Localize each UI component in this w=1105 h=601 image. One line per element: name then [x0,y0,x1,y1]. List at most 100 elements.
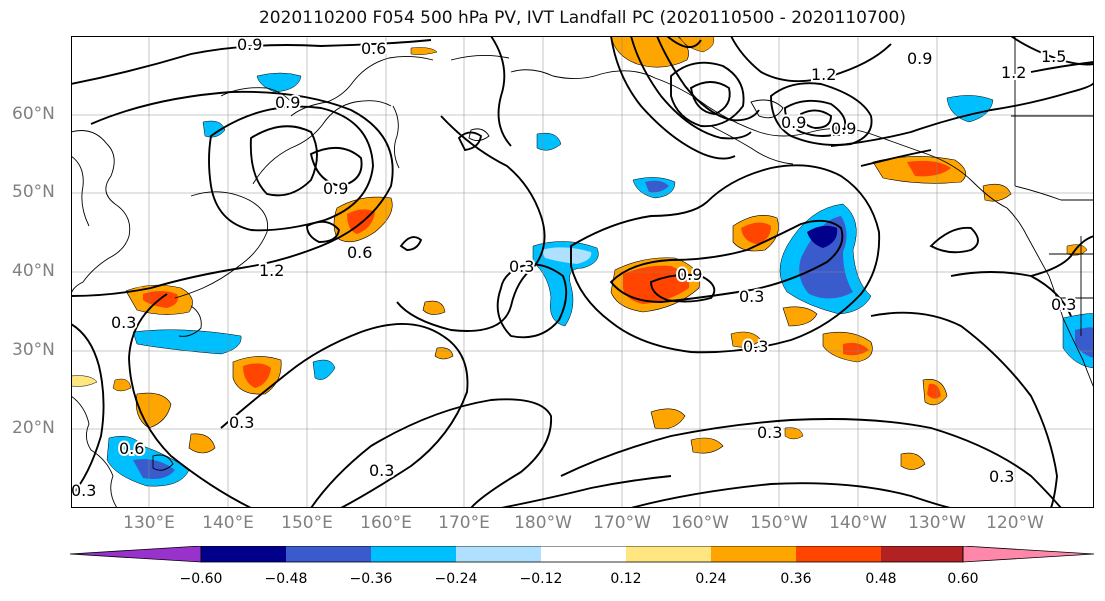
shade-neg-45n-215e-mid [799,216,853,299]
coastlines [71,36,1094,508]
contour-label-0-6: 0.6 [347,243,372,262]
lon-label-170w: 170°W [593,513,651,533]
shade-pos-30n-207e [730,331,762,348]
gridlines [71,36,1094,508]
shade-pos-24n-225e-core [927,383,941,399]
colorbar-segment-5 [541,546,626,562]
colorbar-tick-neg-036: −0.36 [349,571,393,587]
contour-label-0-9: 0.9 [275,93,300,112]
shade-pos-17n-210e [784,427,804,440]
shade-neg-okhotsk [256,72,302,93]
lat-label-30n: 30°N [12,340,55,360]
contour-label-0-3: 0.3 [71,481,96,500]
colorbar-tick-012: 0.12 [610,571,642,587]
contour-label-1-2: 1.2 [811,65,836,84]
contour-label-0-9: 0.9 [781,113,806,132]
colorbar-segment-6 [626,546,711,562]
contour-label-0-3: 0.3 [111,313,136,332]
shade-pos-52n-230e-core [907,160,951,177]
shade-pos-15n-222e [900,452,926,470]
colorbar-tick-048: 0.48 [865,571,897,587]
map-panel: 0.9 0.6 0.9 0.9 1.2 0.9 1.5 1.2 1.2 1.5 … [71,36,1094,508]
contour-label-0-3: 0.3 [1051,295,1076,314]
shade-neg-kamchatka [202,120,226,138]
contour-label-0-9: 0.9 [323,179,348,198]
colorbar-segment-1 [201,546,286,562]
colorbar-tick-neg-012: −0.12 [519,571,563,587]
shade-pos-26n-168e [434,347,454,360]
lon-label-150e: 150°E [281,513,333,533]
colorbar [70,546,1095,563]
colorbar-segment-3 [371,546,456,562]
colorbar-segment-8 [796,546,881,562]
lat-label-60n: 60°N [12,104,55,124]
contour-label-1-2: 1.2 [259,261,284,280]
contour-label-0-9: 0.9 [831,119,856,138]
lon-label-140w: 140°W [829,513,887,533]
map-canvas: 0.9 0.6 0.9 0.9 1.2 0.9 1.5 1.2 1.2 1.5 … [71,36,1094,508]
shade-pos-22n-132e [135,392,172,429]
shade-pos-68n-190e [610,36,689,68]
contour-label-0-3: 0.3 [229,413,254,432]
shade-pos-17n-202e [690,437,724,454]
contour-label-0-6: 0.6 [119,439,144,458]
pv-contours [71,36,1094,508]
shading-layer [71,36,1094,487]
colorbar-tick-060: 0.60 [947,571,979,587]
colorbar-tick-neg-024: −0.24 [434,571,478,587]
contour-label-1-2: 1.2 [1001,63,1026,82]
colorbar-tick-neg-048: −0.48 [264,571,308,587]
lon-label-140e: 140°E [202,513,254,533]
shade-pos-20n-193e [650,408,686,430]
lon-label-160e: 160°E [360,513,412,533]
colorbar-segment-4 [456,546,541,562]
contour-label-0-3: 0.3 [739,287,764,306]
shade-neg-45n-215e-core [807,225,838,248]
contour-label-0-3: 0.3 [509,257,534,276]
contour-label-0-3: 0.3 [369,461,394,480]
contour-label-1-5: 1.5 [1041,47,1066,66]
colorbar-segment-7 [711,546,796,562]
map-title: 2020110200 F054 500 hPa PV, IVT Landfall… [258,8,906,28]
lon-label-120w: 120°W [986,513,1044,533]
shade-pos-32n-160e [422,300,446,315]
lon-label-160w: 160°W [671,513,729,533]
contour-label-0-3: 0.3 [757,423,782,442]
shade-pos-20n-140e [188,433,216,454]
shade-neg-40n-178e-light [541,247,592,264]
shade-pos-30n-220e-core [843,342,869,356]
shade-neg-27n-157e [312,359,336,380]
shade-neg-50n-190e-core [645,180,669,193]
lon-label-170e: 170°E [438,513,490,533]
contour-label-1-5: 1.5 [831,121,856,140]
lon-label-180w: 180°W [514,513,572,533]
shade-pos-12n-122e [71,375,98,387]
contour-label-0-3: 0.3 [743,337,768,356]
lat-label-20n: 20°N [12,418,55,438]
colorbar-tick-024: 0.24 [695,571,727,587]
shade-pos-33n-215e [782,306,818,327]
shade-pos-30n-145e-core [243,363,271,388]
colorbar-arrow-left [70,546,202,563]
contour-label-0-3: 0.3 [989,467,1014,486]
shade-pos-20n-123e [112,378,132,392]
shade-pos-45n-205e-core [741,222,771,244]
contour-label-0-6: 0.6 [361,39,386,58]
contour-label-0-9: 0.9 [677,265,702,284]
shade-pos-68n-160e [410,47,438,55]
shade-neg-31n-242e-core [1075,327,1094,358]
contour-label-0-9: 0.9 [907,49,932,68]
colorbar-tick-neg-060: −0.60 [179,571,223,587]
shade-neg-53n-175e [536,132,562,151]
colorbar-segment-2 [286,546,371,562]
shade-neg-japan [132,329,242,355]
lon-label-130e: 130°E [123,513,175,533]
contour-labels: 0.9 0.6 0.9 0.9 1.2 0.9 1.5 1.2 1.2 1.5 … [71,36,1078,502]
lat-label-40n: 40°N [12,261,55,281]
colorbar-tick-036: 0.36 [780,571,812,587]
contour-label-0-9: 0.9 [237,36,262,54]
colorbar-segment-9 [881,546,963,562]
lon-label-150w: 150°W [750,513,808,533]
lat-label-50n: 50°N [12,182,55,202]
colorbar-arrow-right [962,546,1095,563]
